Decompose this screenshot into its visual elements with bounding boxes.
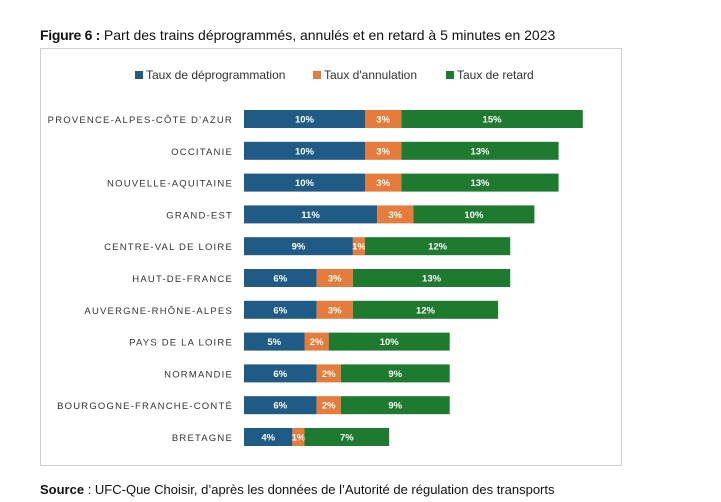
bar-segment — [244, 269, 317, 287]
category-label: BRETAGNE — [172, 433, 233, 444]
bar-segment — [244, 141, 365, 160]
legend-label: Taux de retard — [457, 68, 534, 82]
data-label: 13% — [470, 178, 490, 189]
bar-segment — [316, 364, 341, 383]
bar-segment — [244, 237, 353, 256]
figure-title-lead: Figure 6 : — [40, 27, 101, 43]
chart-frame: Taux de déprogrammation Taux d'annulation… — [40, 48, 622, 466]
category-label: AUVERGNE-RHÔNE-ALPES — [84, 306, 233, 317]
bar-segment — [365, 173, 402, 192]
category-label: BOURGOGNE-FRANCHE-CONTÉ — [57, 401, 233, 412]
data-label: 2% — [322, 401, 336, 412]
bar-segment — [304, 332, 329, 351]
figure-title-text: Part des trains déprogrammés, annulés et… — [100, 27, 556, 43]
legend-item: Taux de déprogrammation — [135, 68, 285, 82]
bar-segment — [316, 269, 353, 287]
bar-segment — [365, 237, 511, 256]
source-lead: Source — [40, 482, 85, 497]
bar-segment — [340, 364, 450, 383]
bar-segment — [365, 141, 402, 160]
data-label: 3% — [376, 146, 390, 157]
data-label: 10% — [380, 337, 400, 348]
bar-segment — [352, 269, 511, 287]
data-label: 9% — [292, 242, 306, 253]
bar-segment — [377, 205, 414, 224]
source-note: Source : UFC-Que Choisir, d’après les do… — [40, 482, 555, 497]
data-label: 13% — [422, 274, 442, 285]
data-label: 2% — [310, 337, 324, 348]
bar-segment — [244, 364, 317, 383]
bar-segment — [304, 428, 390, 446]
legend-label: Taux d'annulation — [324, 68, 417, 82]
legend-swatch — [135, 71, 143, 79]
data-label: 9% — [388, 401, 402, 412]
data-label: 3% — [376, 178, 390, 189]
category-label: NOUVELLE-AQUITAINE — [107, 179, 233, 190]
data-label: 9% — [388, 369, 402, 380]
category-label: PAYS DE LA LOIRE — [129, 338, 233, 349]
data-label: 2% — [322, 369, 336, 380]
bar-segment — [244, 110, 365, 128]
bar-segment — [292, 428, 305, 446]
bar-segment — [352, 237, 365, 256]
data-label: 12% — [416, 305, 436, 316]
data-label: 15% — [483, 115, 503, 126]
data-label: 6% — [273, 305, 287, 316]
category-label: HAUT-DE-FRANCE — [132, 274, 233, 285]
data-label: 7% — [340, 433, 354, 444]
data-label: 10% — [295, 115, 315, 126]
data-label: 10% — [295, 178, 315, 189]
data-label: 1% — [352, 242, 366, 253]
legend-swatch — [446, 71, 454, 79]
bar-segment — [244, 332, 305, 351]
data-label: 3% — [388, 210, 402, 221]
source-text: : UFC-Que Choisir, d’après les données d… — [84, 482, 555, 497]
data-label: 10% — [295, 146, 315, 157]
data-label: 3% — [328, 274, 342, 285]
bar-segment — [413, 205, 535, 224]
bar-segment — [365, 110, 402, 128]
bar-segment — [244, 428, 293, 446]
stacked-bar-chart: Taux de déprogrammation Taux d'annulation… — [48, 68, 583, 446]
legend-item: Taux d'annulation — [313, 68, 417, 82]
data-label: 4% — [261, 433, 275, 444]
legend-item: Taux de retard — [446, 68, 534, 82]
bar-segment — [401, 173, 559, 192]
bar-segment — [244, 300, 317, 319]
bar-segment — [340, 396, 450, 415]
data-label: 11% — [301, 210, 320, 221]
figure-title: Figure 6 : Part des trains déprogrammés,… — [40, 27, 555, 43]
data-label: 5% — [267, 337, 281, 348]
bar-segment — [244, 173, 365, 192]
category-label: GRAND-EST — [166, 210, 233, 221]
bar-segment — [401, 110, 583, 128]
bar-segment — [316, 396, 341, 415]
bar-segment — [244, 396, 317, 415]
data-label: 3% — [376, 115, 390, 126]
legend-label: Taux de déprogrammation — [146, 68, 285, 82]
bar-segment — [352, 300, 499, 319]
category-label: CENTRE-VAL DE LOIRE — [104, 242, 233, 253]
data-label: 3% — [328, 305, 342, 316]
data-label: 13% — [470, 146, 490, 157]
bar-segment — [401, 141, 559, 160]
data-label: 12% — [428, 242, 448, 253]
data-label: 6% — [273, 401, 287, 412]
bar-segment — [328, 332, 450, 351]
data-label: 10% — [464, 210, 484, 221]
category-label: NORMANDIE — [164, 369, 233, 380]
data-label: 6% — [273, 369, 287, 380]
legend-swatch — [313, 71, 321, 79]
category-label: PROVENCE-ALPES-CÔTE D’AZUR — [48, 115, 233, 126]
bar-segment — [244, 205, 378, 224]
bar-segment — [316, 300, 353, 319]
category-label: OCCITANIE — [171, 147, 233, 158]
data-label: 1% — [292, 433, 306, 444]
data-label: 6% — [273, 274, 287, 285]
